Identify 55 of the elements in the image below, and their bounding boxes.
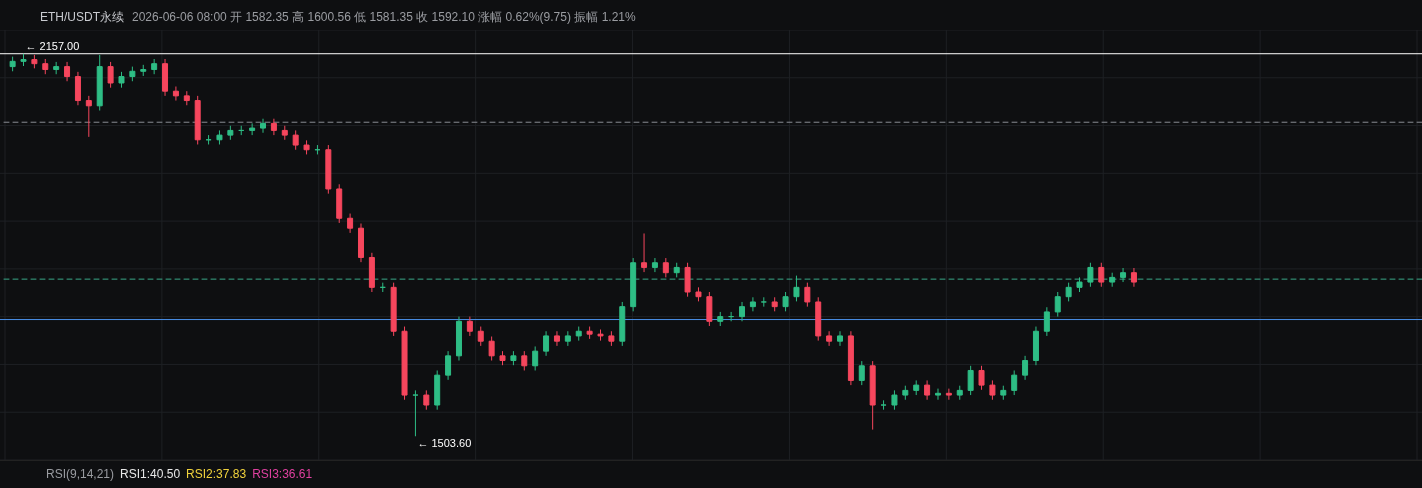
candlestick [260, 118, 267, 134]
text: RSI3:36.61 [252, 467, 313, 481]
candlestick [1065, 282, 1072, 302]
candlestick [804, 282, 811, 308]
candlestick [85, 95, 92, 138]
candlestick [249, 122, 256, 136]
candlestick [924, 379, 931, 401]
candlestick [292, 129, 299, 151]
chart-title: ETH/USDT永续 [40, 10, 124, 24]
candlestick [967, 365, 974, 396]
candlestick [543, 330, 550, 357]
candlestick [107, 61, 114, 89]
candlestick [412, 389, 419, 437]
candlestick [270, 118, 277, 136]
candlestick [553, 330, 560, 347]
text: ← 1503.60 [417, 437, 472, 450]
candlestick [1130, 267, 1137, 288]
candlestick [488, 336, 495, 362]
candlestick [945, 388, 952, 401]
candlestick [1054, 291, 1061, 318]
candlestick [532, 345, 539, 371]
candlestick [521, 350, 528, 371]
candlestick [662, 257, 669, 278]
candlestick [151, 58, 158, 75]
candlestick [739, 301, 746, 322]
candlestick [749, 296, 756, 312]
candlestick [934, 388, 941, 401]
candlestick [651, 257, 658, 273]
candlestick [837, 330, 844, 347]
candlestick [641, 232, 648, 273]
candlestick [978, 365, 985, 391]
candlestick [826, 330, 833, 347]
candlestick [891, 389, 898, 411]
candlestick [793, 275, 800, 302]
candlestick [1120, 267, 1127, 283]
candlestick [64, 61, 71, 82]
candlestick [782, 291, 789, 312]
text: RSI1:40.50 [120, 467, 181, 481]
candlestick [1022, 355, 1029, 381]
candlestick [445, 350, 452, 381]
text: RSI(9,14,21) [46, 467, 115, 481]
candlestick [1043, 306, 1050, 337]
candlestick [1011, 369, 1018, 396]
chart-subtitle: 2026-06-06 08:00 开 1582.35 高 1600.56 低 1581.35 收 1592.10 涨幅 0.62%(9.75) 振幅 1.21% [132, 10, 636, 24]
candlestick [423, 389, 430, 411]
candlestick [1098, 262, 1105, 288]
candlestick [477, 326, 484, 347]
candlestick [466, 316, 473, 337]
candlestick [172, 86, 179, 102]
candlestick [858, 360, 865, 386]
text: RSI2:37.83 [186, 467, 247, 481]
candlestick [1087, 262, 1094, 288]
text: ← 2157.00 [25, 39, 80, 52]
candlestick [989, 379, 996, 401]
candlestick [347, 213, 354, 234]
